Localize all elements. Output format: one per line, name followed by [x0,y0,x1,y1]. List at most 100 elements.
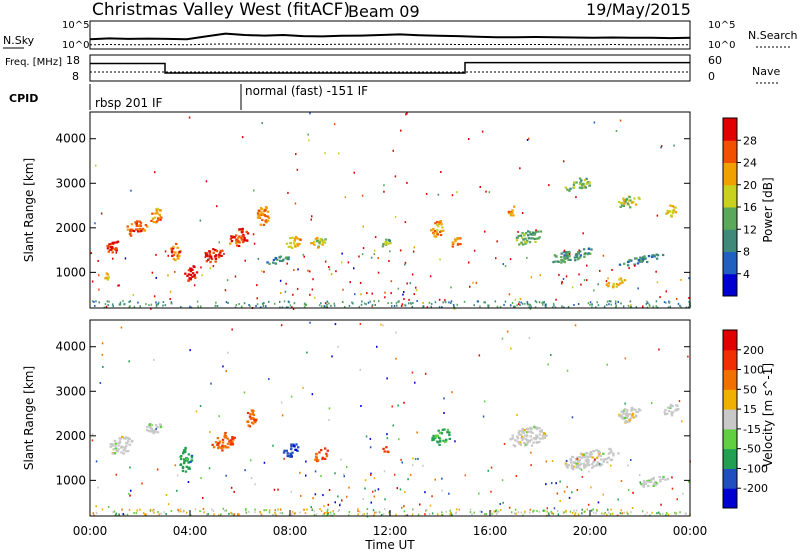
vel-colorbar-seg-3 [723,428,737,450]
vel-blob-13 [640,475,670,488]
velocity-panel-frame [89,319,691,517]
vel-xtick-5: 20:00 [573,524,608,538]
power-blob-21 [564,177,591,192]
power-colorbar-tick-4: 20 [743,179,757,192]
power-blob-2 [150,207,163,224]
power-blob-3 [104,272,111,281]
power-colorbar-seg-1 [723,251,737,275]
freq-label-right: Nave [752,65,780,78]
nave-tick-high: 60 [708,54,722,67]
vel-blob-3 [211,431,236,452]
power-blob-7 [229,227,250,248]
noise-tick-high: 10^5 [62,20,89,31]
vel-xtick-0: 00:00 [73,524,108,538]
vel-blob-4 [246,409,258,428]
power-ytick-0: 1000 [55,265,86,279]
vel-colorbar-tick-3: 15 [743,403,757,416]
power-scatter [90,112,690,310]
power-ytick-1: 2000 [55,221,86,235]
noise-tick-high-right: 10^5 [708,20,735,31]
power-blob-11 [266,255,290,265]
vel-colorbar-seg-7 [723,349,737,371]
power-colorbar-tick-5: 24 [743,157,757,170]
vel-blob-1 [146,423,163,435]
power-blob-0 [106,240,120,254]
power-colorbar-tick-1: 8 [743,246,750,259]
vel-ytick-2: 3000 [55,384,86,398]
noise-panel: N.Sky 10^5 10^0 10^5 10^0 N.Search [3,20,798,51]
power-ylabel: Slant Range [km] [22,158,36,262]
date-label: 19/May/2015 [586,0,691,19]
cpid-segment-2: normal (fast) -151 IF [245,84,368,98]
power-blob-9 [285,236,302,249]
vel-blob-9 [509,425,548,448]
power-blob-19 [618,253,665,267]
cpid-panel: CPID rbsp 201 IF normal (fast) -151 IF [9,84,368,110]
power-ytick-2: 3000 [55,176,86,190]
vel-xtick-1: 04:00 [173,524,208,538]
cpid-label: CPID [9,92,38,105]
power-blob-22 [618,195,641,209]
power-colorbar-seg-6 [723,140,737,163]
power-blob-16 [515,230,543,246]
figure-title: Christmas Valley West (fitACF) [92,0,350,20]
nave-tick-low: 0 [708,70,715,83]
vel-scatter [91,321,691,518]
noise-label-right: N.Search [748,29,798,42]
power-blob-15 [507,205,516,217]
vel-xtick-2: 08:00 [273,524,308,538]
noise-tick-low-right: 10^0 [708,40,735,51]
vel-colorbar-seg-2 [723,448,737,469]
vel-blob-0 [109,435,134,455]
power-colorbar-tick-3: 16 [743,201,757,214]
freq-label-left: Freq. [MHz] [5,57,62,68]
vel-xtick-6: 00:00 [673,524,708,538]
power-colorbar-tick-2: 12 [743,223,757,236]
power-colorbar-seg-0 [723,273,737,297]
vel-ground-scatter [92,508,691,517]
power-colorbar-seg-2 [723,229,737,252]
vel-colorbar-tick-5: -50 [743,443,761,456]
power-colorbar-tick-6: 28 [743,134,757,147]
power-blob-6 [204,248,224,264]
freq-panel: Freq. [MHz] 18 8 60 0 Nave [5,54,780,84]
power-ytick-3: 4000 [55,132,86,146]
vel-blob-2 [179,446,194,473]
vel-blob-7 [382,446,390,454]
vel-blob-11 [618,406,642,424]
power-colorbar-seg-4 [723,184,737,208]
power-blob-10 [310,236,327,249]
vel-colorbar-seg-0 [723,488,737,509]
velocity-colorbar-label: Velocity [m s^-1] [761,363,775,467]
vel-colorbar-seg-5 [723,389,737,410]
vel-blob-12 [663,403,680,417]
vel-xtick-3: 12:00 [373,524,408,538]
noise-tick-low: 10^0 [62,40,89,51]
power-colorbar-seg-5 [723,162,737,186]
vel-ytick-0: 1000 [55,473,86,487]
power-colorbar-seg-3 [723,207,737,230]
vel-xtick-4: 16:00 [473,524,508,538]
vel-colorbar-seg-1 [723,468,737,489]
power-colorbar-tick-0: 4 [743,268,750,281]
velocity-xlabel: Time UT [364,538,415,552]
noise-label-left: N.Sky [3,34,35,47]
power-panel-frame [89,111,691,309]
vel-colorbar-tick-7: -200 [743,482,768,495]
freq-panel-frame [89,54,691,82]
vel-colorbar-tick-6: -100 [743,462,768,475]
power-blob-12 [381,238,392,248]
freq-tick-low: 8 [72,70,79,83]
power-blob-5 [184,265,199,282]
power-blob-18 [605,277,627,289]
power-blob-20 [665,204,678,218]
velocity-ylabel: Slant Range [km] [22,366,36,470]
vel-colorbar-tick-0: 200 [743,344,764,357]
power-panel: 1000 2000 3000 4000 Slant Range [km] 4 8 12 16… [22,111,775,310]
freq-tick-high: 18 [66,54,80,67]
beam-label: Beam 09 [348,2,420,21]
vel-blob-6 [314,447,329,463]
vel-colorbar-seg-8 [723,330,737,351]
noise-panel-frame [89,20,691,50]
